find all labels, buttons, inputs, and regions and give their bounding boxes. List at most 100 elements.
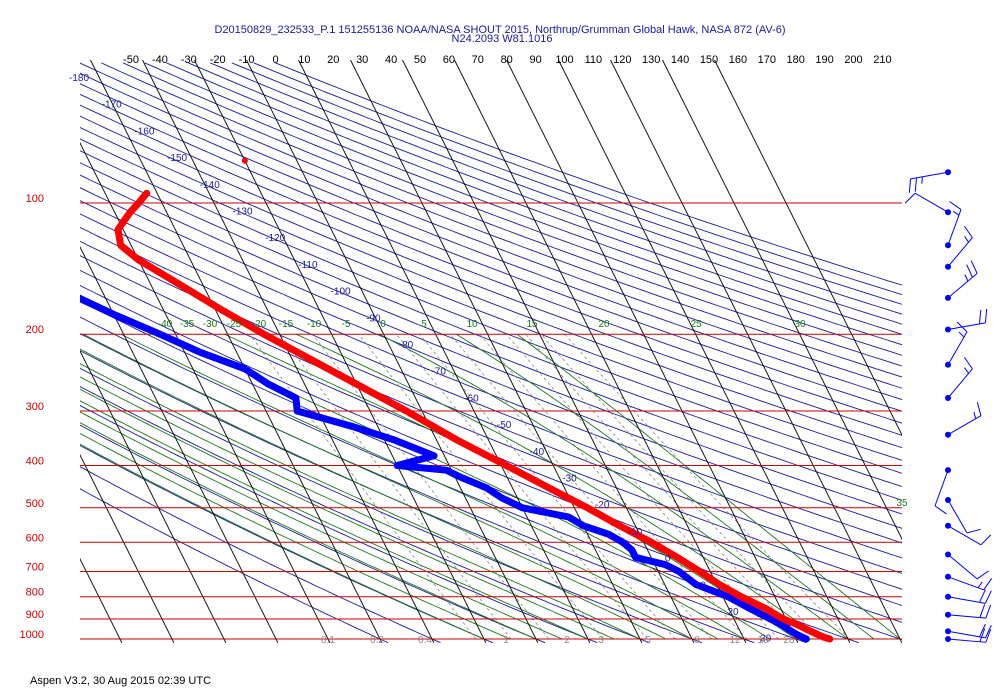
- chart-subtitle: N24.2093 W81.1016: [451, 33, 553, 45]
- top-scale-label: 180: [787, 54, 805, 66]
- wind-barb: [945, 604, 992, 619]
- moist-adiabat-label: -5: [342, 319, 351, 330]
- top-scale-label: 20: [327, 54, 339, 66]
- dewpoint-point: [498, 494, 506, 502]
- top-scale-label: -40: [152, 54, 168, 66]
- temperature-point: [114, 226, 122, 233]
- temperature-point: [454, 437, 461, 444]
- isotherm-line: [714, 60, 902, 437]
- dewpoint-point: [565, 513, 572, 521]
- wind-barb: [945, 225, 973, 270]
- mixing-ratio-label: 5: [645, 635, 651, 646]
- wind-barb-feather: [963, 357, 973, 370]
- mixing-ratio-line: [312, 333, 550, 640]
- isotherm-line: [80, 557, 123, 643]
- moist-adiabat-label: -25: [227, 319, 242, 330]
- dry-adiabat-line: [80, 466, 441, 644]
- top-scale-label: 60: [443, 54, 455, 66]
- wind-barb-staff: [947, 596, 986, 604]
- mixing-ratio-label: 20: [783, 635, 795, 646]
- temperature-profile: [114, 157, 834, 643]
- isotherm-line: [0, 60, 18, 643]
- isolated-point: [241, 157, 248, 164]
- dry-adiabat-line: [144, 62, 902, 346]
- pressure-label: 800: [26, 587, 44, 599]
- wind-barb: [945, 201, 962, 249]
- isotherm-line: [0, 60, 70, 643]
- pressure-label: 700: [26, 561, 44, 573]
- mixing-ratio-line: [479, 333, 747, 640]
- moist-adiabat-label: -20: [252, 319, 267, 330]
- isotherm-line: [194, 60, 487, 643]
- pressure-label: 100: [26, 193, 44, 205]
- dry-adiabat-line: [80, 162, 902, 488]
- wind-barb-staff: [947, 499, 968, 534]
- isotherm-line: [80, 349, 227, 643]
- dewpoint-point: [391, 437, 399, 444]
- isotherm-line: [80, 245, 279, 643]
- top-scale-label: 170: [758, 54, 776, 66]
- dry-adiabat-line: [80, 104, 902, 424]
- dewpoint-point: [580, 522, 587, 529]
- dewpoint-point: [0, 242, 4, 248]
- top-scale-label: 110: [585, 54, 603, 66]
- wind-barb-feather: [984, 590, 992, 604]
- temperature-point: [716, 581, 723, 588]
- wind-barb: [945, 589, 992, 604]
- dewpoint-profile: [0, 226, 810, 643]
- temperature-point: [820, 633, 827, 641]
- wind-barb-feather: [963, 225, 973, 238]
- wind-barb: [945, 402, 982, 438]
- isotherm-line: [80, 141, 331, 643]
- top-scale-label: 90: [529, 54, 541, 66]
- mixing-ratio-label: 1: [503, 635, 509, 646]
- dry-adiabat-line: [80, 200, 902, 529]
- dry-adiabat-label: -110: [298, 260, 318, 271]
- dry-adiabat-line: [80, 240, 902, 574]
- dewpoint-point: [241, 365, 249, 372]
- top-scale-label: 150: [700, 54, 718, 66]
- dry-adiabat-line: [80, 404, 598, 644]
- moist-adiabat-label: 30: [794, 319, 806, 330]
- moist-adiabat-label: -15: [279, 319, 294, 330]
- dewpoint-point: [110, 311, 117, 318]
- dry-adiabat-line: [210, 62, 902, 315]
- moist-adiabat-label: 10: [466, 319, 478, 330]
- isotherm-line: [610, 60, 902, 643]
- wind-barb-staff: [947, 209, 962, 246]
- dry-adiabat-label: -90: [366, 313, 381, 324]
- wind-barb: [945, 357, 973, 401]
- dry-adiabat-label: -180: [69, 73, 89, 84]
- wind-barb-feather: [914, 177, 917, 192]
- top-scale-label: 80: [501, 54, 513, 66]
- dewpoint-point: [785, 626, 792, 633]
- temperature-point: [648, 539, 655, 546]
- dewpoint-point: [11, 226, 17, 232]
- temperature-point: [826, 635, 833, 643]
- wind-barb-staff: [947, 614, 986, 619]
- temperature-point: [616, 522, 623, 529]
- wind-barb-feather: [908, 178, 912, 193]
- dry-adiabat-line: [80, 213, 902, 544]
- wind-barb: [945, 573, 993, 591]
- dewpoint-point: [294, 407, 301, 415]
- isotherm-line: [90, 60, 383, 643]
- wind-barb-half-feather: [964, 236, 969, 243]
- wind-barb: [945, 628, 992, 643]
- dewpoint-point: [661, 561, 669, 568]
- dry-adiabat-line: [80, 72, 902, 389]
- top-scale-label: 130: [642, 54, 660, 66]
- wind-barb-staff: [947, 415, 982, 436]
- moist-adiabat-line: [80, 400, 589, 640]
- temperature-line: [114, 189, 834, 643]
- dry-adiabat-line: [166, 62, 902, 335]
- temperature-point: [545, 484, 553, 492]
- dry-adiabat-label: 10: [695, 580, 707, 591]
- dry-adiabat-label: 0: [665, 554, 671, 565]
- isotherms: [0, 60, 902, 643]
- top-scale-label: 190: [815, 54, 833, 66]
- top-scale-label: -20: [210, 54, 226, 66]
- wind-barb-feather: [983, 578, 993, 591]
- wind-barb: [945, 321, 968, 368]
- top-scale-label: 10: [298, 54, 310, 66]
